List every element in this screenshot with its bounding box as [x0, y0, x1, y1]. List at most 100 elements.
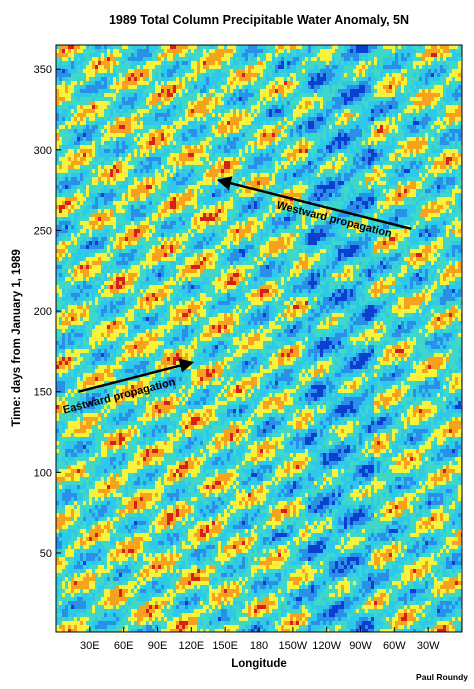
heatmap-cell — [314, 73, 317, 77]
heatmap-cell — [401, 69, 404, 73]
heatmap-cell — [236, 53, 239, 57]
heatmap-cell — [125, 57, 128, 61]
heatmap-cell — [320, 149, 323, 153]
heatmap-cell — [416, 105, 419, 109]
heatmap-cell — [314, 129, 317, 133]
heatmap-cell — [188, 141, 191, 145]
heatmap-cell — [281, 93, 284, 97]
heatmap-cell — [68, 201, 71, 205]
heatmap-cell — [161, 153, 164, 157]
heatmap-cell — [245, 81, 248, 85]
heatmap-cell — [83, 225, 86, 229]
heatmap-cell — [86, 189, 89, 193]
heatmap-cell — [116, 177, 119, 181]
heatmap-cell — [353, 197, 356, 201]
heatmap-cell — [248, 113, 251, 117]
heatmap-cell — [161, 125, 164, 129]
heatmap-cell — [137, 181, 140, 185]
heatmap-cell — [341, 129, 344, 133]
heatmap-cell — [359, 241, 362, 245]
heatmap-cell — [281, 77, 284, 81]
heatmap-cell — [449, 53, 452, 57]
heatmap-cell — [302, 89, 305, 93]
heatmap-cell — [242, 213, 245, 217]
heatmap-cell — [140, 149, 143, 153]
heatmap-cell — [308, 229, 311, 233]
heatmap-cell — [158, 61, 161, 65]
heatmap-cell — [116, 233, 119, 237]
heatmap-cell — [353, 153, 356, 157]
heatmap-cell — [266, 121, 269, 125]
heatmap-cell — [215, 233, 218, 237]
heatmap-cell — [344, 201, 347, 205]
heatmap-cell — [62, 125, 65, 129]
heatmap-cell — [344, 97, 347, 101]
heatmap-cell — [146, 209, 149, 213]
heatmap-cell — [311, 161, 314, 165]
heatmap-cell — [389, 57, 392, 61]
heatmap-cell — [266, 117, 269, 121]
heatmap-cell — [89, 53, 92, 57]
heatmap-cell — [74, 197, 77, 201]
heatmap-cell — [164, 193, 167, 197]
heatmap-cell — [203, 189, 206, 193]
heatmap-cell — [137, 61, 140, 65]
heatmap-cell — [410, 217, 413, 221]
heatmap-cell — [293, 181, 296, 185]
heatmap-cell — [344, 109, 347, 113]
heatmap-cell — [191, 181, 194, 185]
heatmap-cell — [245, 145, 248, 149]
heatmap-cell — [311, 189, 314, 193]
heatmap-cell — [197, 145, 200, 149]
heatmap-cell — [320, 153, 323, 157]
heatmap-cell — [455, 137, 458, 141]
heatmap-cell — [239, 249, 242, 253]
heatmap-cell — [428, 69, 431, 73]
heatmap-cell — [227, 141, 230, 145]
heatmap-cell — [251, 57, 254, 61]
heatmap-cell — [389, 77, 392, 81]
heatmap-cell — [191, 153, 194, 157]
heatmap-cell — [218, 53, 221, 57]
heatmap-cell — [185, 109, 188, 113]
heatmap-cell — [74, 181, 77, 185]
heatmap-cell — [314, 57, 317, 61]
heatmap-cell — [176, 225, 179, 229]
heatmap-cell — [179, 153, 182, 157]
heatmap-cell — [161, 93, 164, 97]
heatmap-cell — [272, 133, 275, 137]
heatmap-cell — [446, 117, 449, 121]
heatmap-cell — [308, 69, 311, 73]
heatmap-cell — [101, 225, 104, 229]
heatmap-cell — [332, 81, 335, 85]
heatmap-cell — [410, 133, 413, 137]
heatmap-cell — [215, 205, 218, 209]
heatmap-cell — [155, 129, 158, 133]
heatmap-cell — [158, 137, 161, 141]
heatmap-cell — [392, 157, 395, 161]
heatmap-cell — [134, 237, 137, 241]
heatmap-cell — [56, 129, 59, 133]
heatmap-cell — [422, 233, 425, 237]
heatmap-cell — [371, 129, 374, 133]
heatmap-cell — [110, 193, 113, 197]
heatmap-cell — [443, 45, 446, 49]
heatmap-cell — [107, 57, 110, 61]
heatmap-cell — [452, 209, 455, 213]
heatmap-cell — [245, 197, 248, 201]
heatmap-cell — [170, 81, 173, 85]
heatmap-cell — [245, 53, 248, 57]
heatmap-cell — [362, 189, 365, 193]
heatmap-cell — [206, 73, 209, 77]
heatmap-cell — [266, 161, 269, 165]
heatmap-cell — [212, 61, 215, 65]
heatmap-cell — [242, 189, 245, 193]
heatmap-cell — [137, 161, 140, 165]
heatmap-cell — [416, 53, 419, 57]
heatmap-cell — [290, 45, 293, 49]
heatmap-cell — [419, 249, 422, 253]
heatmap-cell — [149, 49, 152, 53]
heatmap-cell — [62, 217, 65, 221]
heatmap-cell — [173, 241, 176, 245]
heatmap-cell — [353, 161, 356, 165]
